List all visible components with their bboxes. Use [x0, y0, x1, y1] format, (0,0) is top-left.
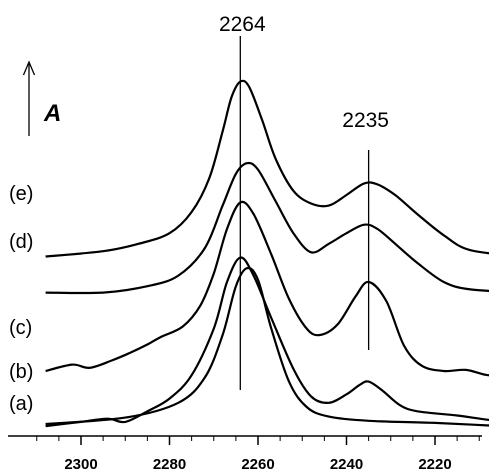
x-tick-label-2240: 2240 — [330, 456, 363, 473]
curve-label-d: (d) — [9, 231, 33, 253]
x-axis-ticks — [36, 436, 480, 445]
curve-label-a: (a) — [9, 393, 33, 415]
curve-label-e: (e) — [9, 183, 33, 205]
x-tick-label-2260: 2260 — [241, 456, 274, 473]
spectrum-curve-a — [45, 266, 489, 427]
curve-label-b: (b) — [9, 361, 33, 383]
peak-label-2264: 2264 — [219, 13, 266, 36]
spectrum-curve-c — [45, 200, 489, 377]
peak-label-2235: 2235 — [342, 109, 389, 132]
curve-label-c: (c) — [9, 317, 32, 339]
absorbance-arrow-head — [22, 60, 36, 76]
spectrum-curve-d — [45, 161, 489, 295]
x-tick-label-2220: 2220 — [418, 456, 451, 473]
x-tick-label-2300: 2300 — [64, 456, 97, 473]
x-tick-label-2280: 2280 — [153, 456, 186, 473]
y-axis-label: A — [43, 100, 61, 127]
spectra-curves — [45, 79, 489, 428]
spectrum-curve-e — [45, 79, 489, 258]
spectrum-curve-b — [45, 256, 489, 428]
